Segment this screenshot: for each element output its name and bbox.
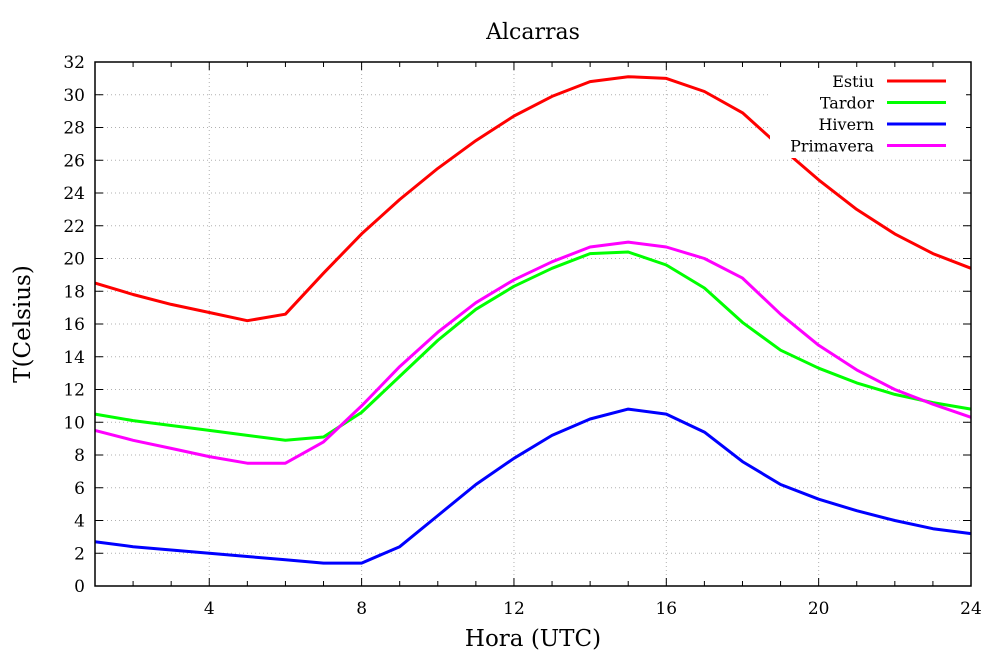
y-tick-label: 0	[74, 577, 85, 597]
series-line-tardor	[94, 250, 972, 442]
series-line-primavera	[94, 240, 972, 465]
y-tick-label: 14	[63, 348, 85, 368]
x-tick-labels: 4 8 12 16 20 24	[204, 599, 982, 619]
x-tick-label: 12	[503, 599, 525, 619]
y-tick-label: 24	[63, 184, 85, 204]
x-tick-label: 4	[204, 599, 215, 619]
x-tick-label: 20	[808, 599, 830, 619]
y-tick-label: 30	[63, 86, 85, 106]
series-line-hivern	[94, 407, 972, 565]
legend-label-estiu: Estiu	[832, 72, 874, 91]
legend: Estiu Tardor Hivern Primavera	[770, 68, 966, 158]
y-axis-label: T(Celsius)	[10, 265, 36, 383]
chart-title: Alcarras	[485, 20, 580, 45]
y-tick-label: 8	[74, 446, 85, 466]
y-tick-label: 6	[74, 479, 85, 499]
y-tick-label: 22	[63, 217, 85, 237]
series-lines	[94, 75, 972, 565]
y-tick-label: 32	[63, 53, 85, 73]
x-axis-label: Hora (UTC)	[465, 626, 601, 652]
x-tick-label: 24	[960, 599, 982, 619]
x-tick-label: 16	[655, 599, 677, 619]
y-tick-label: 12	[63, 381, 85, 401]
axis-ticks	[94, 61, 972, 587]
y-tick-label: 26	[63, 151, 85, 171]
series-line-estiu	[94, 75, 972, 323]
y-tick-label: 16	[63, 315, 85, 335]
y-tick-label: 4	[74, 512, 85, 532]
y-tick-label: 28	[63, 119, 85, 139]
y-tick-label: 20	[63, 250, 85, 270]
y-tick-label: 2	[74, 544, 85, 564]
legend-label-primavera: Primavera	[790, 137, 874, 156]
y-tick-label: 18	[63, 282, 85, 302]
legend-label-tardor: Tardor	[820, 94, 874, 113]
legend-label-hivern: Hivern	[818, 115, 874, 134]
legend-background	[770, 68, 966, 158]
y-tick-label: 10	[63, 413, 85, 433]
x-tick-label: 8	[356, 599, 367, 619]
